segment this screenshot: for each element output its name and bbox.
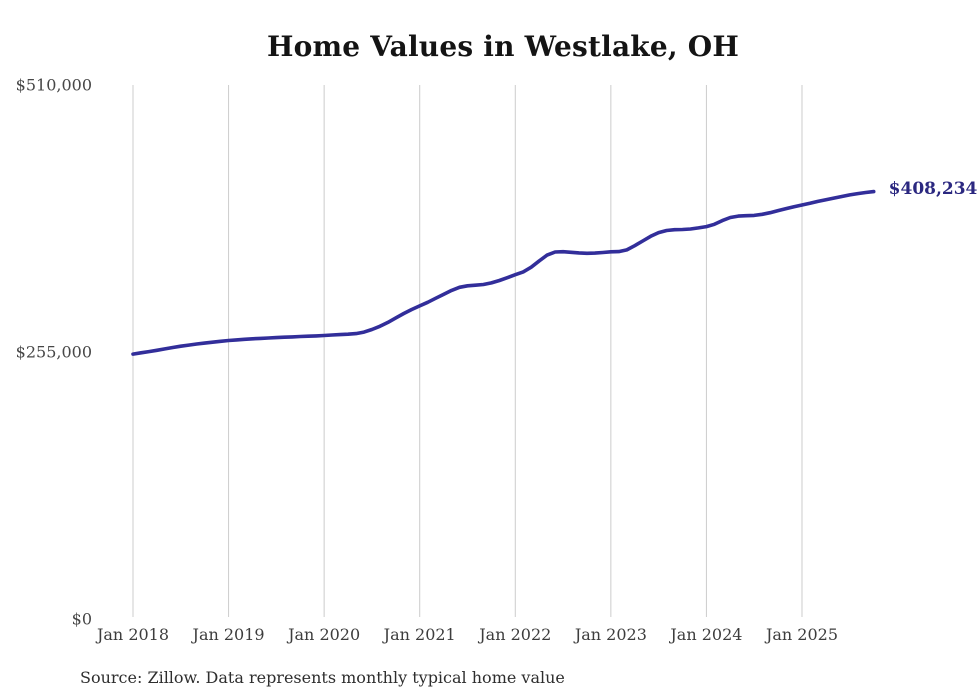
x-tick-label: Jan 2021 xyxy=(383,625,456,644)
x-tick-label: Jan 2023 xyxy=(574,625,647,644)
current-value-label: $408,234 xyxy=(888,178,978,199)
vertical-gridlines xyxy=(132,85,803,617)
x-tick-label: Jan 2019 xyxy=(192,625,265,644)
chart-title: Home Values in Westlake, OH xyxy=(266,30,740,63)
y-tick-label: $0 xyxy=(71,609,92,629)
x-tick-label: Jan 2024 xyxy=(670,625,743,644)
home-value-line-series xyxy=(131,189,876,356)
source-note: Source: Zillow. Data represents monthly … xyxy=(80,668,565,687)
x-tick-label: Jan 2022 xyxy=(479,625,552,644)
x-tick-label: Jan 2020 xyxy=(288,625,361,644)
y-tick-label: $510,000 xyxy=(15,75,92,95)
y-tick-label: $255,000 xyxy=(15,342,92,362)
x-tick-label: Jan 2018 xyxy=(96,625,170,644)
x-tick-label: Jan 2025 xyxy=(765,625,839,644)
